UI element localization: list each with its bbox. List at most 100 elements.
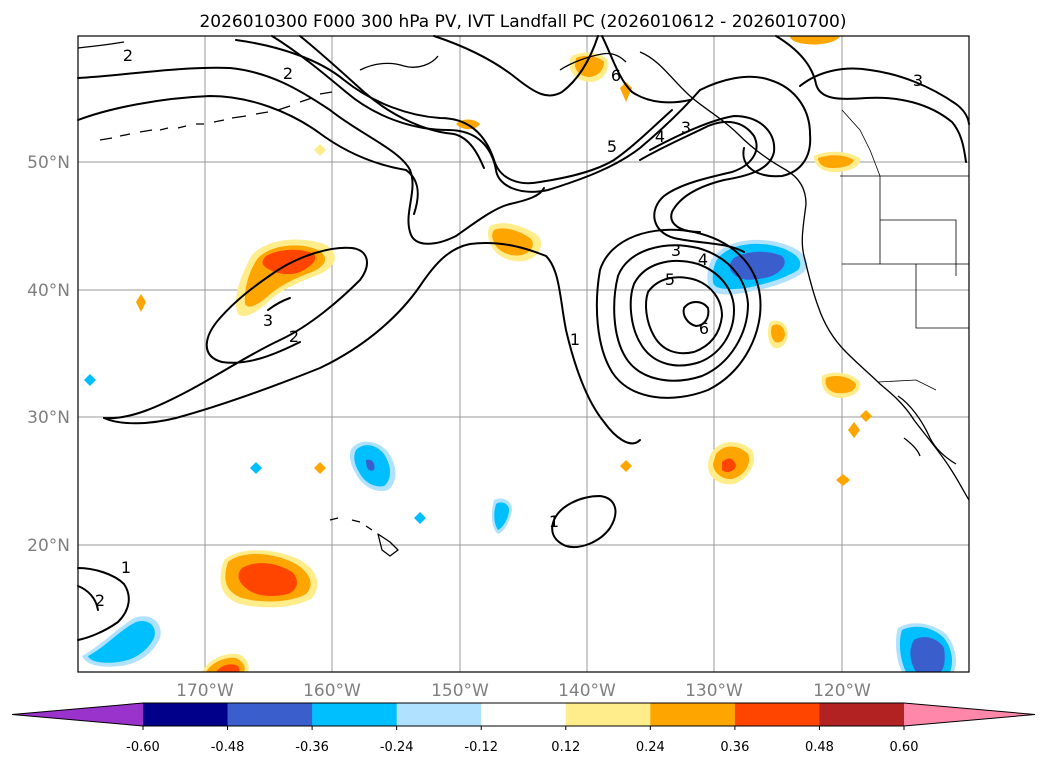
pv-contour	[267, 297, 291, 311]
pv-contour	[77, 95, 419, 215]
ivt-blob-positive	[818, 155, 854, 168]
colorbar-tick-label: -0.48	[211, 740, 245, 755]
ivt-speck	[848, 422, 860, 438]
coastlines	[77, 41, 970, 557]
contour-label: 5	[607, 137, 617, 156]
ivt-blob-positive	[238, 563, 297, 596]
ivt-blob-negative	[88, 620, 155, 663]
pv-contour	[77, 585, 99, 611]
contour-label: 1	[121, 558, 131, 577]
contour-label: 3	[671, 241, 681, 260]
colorbar-tick-label: -0.60	[126, 740, 160, 755]
contour-label: 3	[681, 118, 691, 137]
colorbar-tick-label: -0.12	[464, 740, 498, 755]
lon-label: 140°W	[558, 681, 616, 701]
contour-label: 2	[283, 64, 293, 83]
colorbar-segment	[312, 703, 398, 726]
contour-labels: 2 2 3 2 6 5 4 3 3 4 5 6 1 1 1 2 3	[95, 46, 923, 610]
us-mexico-border	[877, 379, 937, 391]
alaska-coastline	[359, 55, 439, 71]
contour-label: 1	[570, 330, 580, 349]
colorbar-segment	[819, 703, 905, 726]
colorbar-segment	[481, 703, 567, 726]
ivt-speck	[314, 462, 326, 474]
contour-label: 3	[263, 311, 273, 330]
colorbar-segment	[650, 703, 736, 726]
pv-contour	[433, 35, 599, 97]
alaska-coastline	[77, 41, 125, 49]
pv-contour	[639, 120, 758, 253]
lon-label: 160°W	[303, 681, 361, 701]
contour-label: 2	[95, 591, 105, 610]
colorbar-segment	[396, 703, 482, 726]
ivt-blob-positive	[790, 36, 840, 45]
colorbar-tick-label: 0.48	[805, 740, 834, 755]
state-border	[915, 264, 969, 329]
ivt-speck	[620, 460, 632, 472]
colorbar-extension-low	[12, 703, 143, 726]
colorbar-extension-high	[904, 703, 1035, 726]
pv-contour-closed	[551, 495, 617, 548]
colorbar: -0.60 -0.48 -0.36 -0.24 -0.12 0.12 0.24 0.36 0.4…	[11, 702, 1036, 755]
colorbar-tick-label: 0.12	[551, 740, 580, 755]
lon-label: 120°W	[813, 681, 871, 701]
lat-label: 40°N	[27, 281, 70, 301]
pv-contour	[103, 246, 368, 420]
na-coastline	[639, 51, 970, 501]
lon-label: 130°W	[685, 681, 743, 701]
ivt-blob-positive	[575, 55, 604, 77]
ivt-speck	[836, 474, 850, 486]
pv-contour	[235, 39, 673, 185]
pv-contour	[799, 67, 970, 125]
pv-contour	[271, 35, 701, 193]
state-border	[841, 109, 881, 177]
pv-contours	[77, 35, 970, 641]
hawaiian-islands	[329, 517, 399, 557]
longitude-labels: 170°W 160°W 150°W 140°W 130°W 120°W	[176, 681, 871, 701]
pv-contour	[77, 66, 545, 245]
ivt-blob-positive	[216, 664, 240, 672]
baja-coastline	[903, 437, 921, 457]
lat-label: 30°N	[27, 408, 70, 428]
pv-contour	[601, 35, 691, 104]
contour-label: 2	[289, 327, 299, 346]
pv-contour	[699, 75, 812, 178]
ivt-blob-negative	[494, 502, 510, 530]
colorbar-tick-label: 0.60	[890, 740, 919, 755]
colorbar-segment	[565, 703, 651, 726]
lon-label: 150°W	[431, 681, 489, 701]
latitude-labels: 50°N 40°N 30°N 20°N	[27, 153, 70, 556]
colorbar-segment	[227, 703, 313, 726]
contour-label: 6	[699, 319, 709, 338]
contour-label: 3	[913, 71, 923, 90]
state-border	[880, 219, 957, 276]
ivt-speck	[314, 144, 326, 156]
lat-label: 20°N	[27, 536, 70, 556]
ivt-blob-positive	[771, 324, 785, 343]
colorbar-tick-label: 0.24	[636, 740, 665, 755]
lon-label: 170°W	[176, 681, 234, 701]
ivt-shading	[82, 36, 956, 672]
baja-coastline	[897, 395, 957, 465]
contour-label: 2	[123, 46, 133, 65]
lat-label: 50°N	[27, 153, 70, 173]
contour-label: 6	[611, 66, 621, 85]
contour-label: 1	[549, 512, 559, 531]
ivt-blob-negative	[910, 637, 945, 672]
pv-contour	[299, 35, 485, 169]
map-title: 2026010300 F000 300 hPa PV, IVT Landfall…	[199, 12, 846, 32]
pv-contour-closed	[613, 244, 749, 382]
map-panel	[78, 36, 969, 672]
ivt-blob-negative	[366, 459, 375, 471]
ivt-blob-positive	[825, 376, 856, 394]
colorbar-tick-label: 0.36	[720, 740, 749, 755]
contour-label: 5	[665, 270, 675, 289]
ivt-blob-positive	[722, 458, 736, 473]
ivt-blob-positive	[262, 249, 316, 275]
pv-contour	[775, 35, 967, 163]
pv-contour-closed	[682, 301, 710, 327]
ivt-speck	[414, 512, 426, 524]
contour-label: 4	[655, 127, 665, 146]
colorbar-tick-label: -0.24	[380, 740, 414, 755]
